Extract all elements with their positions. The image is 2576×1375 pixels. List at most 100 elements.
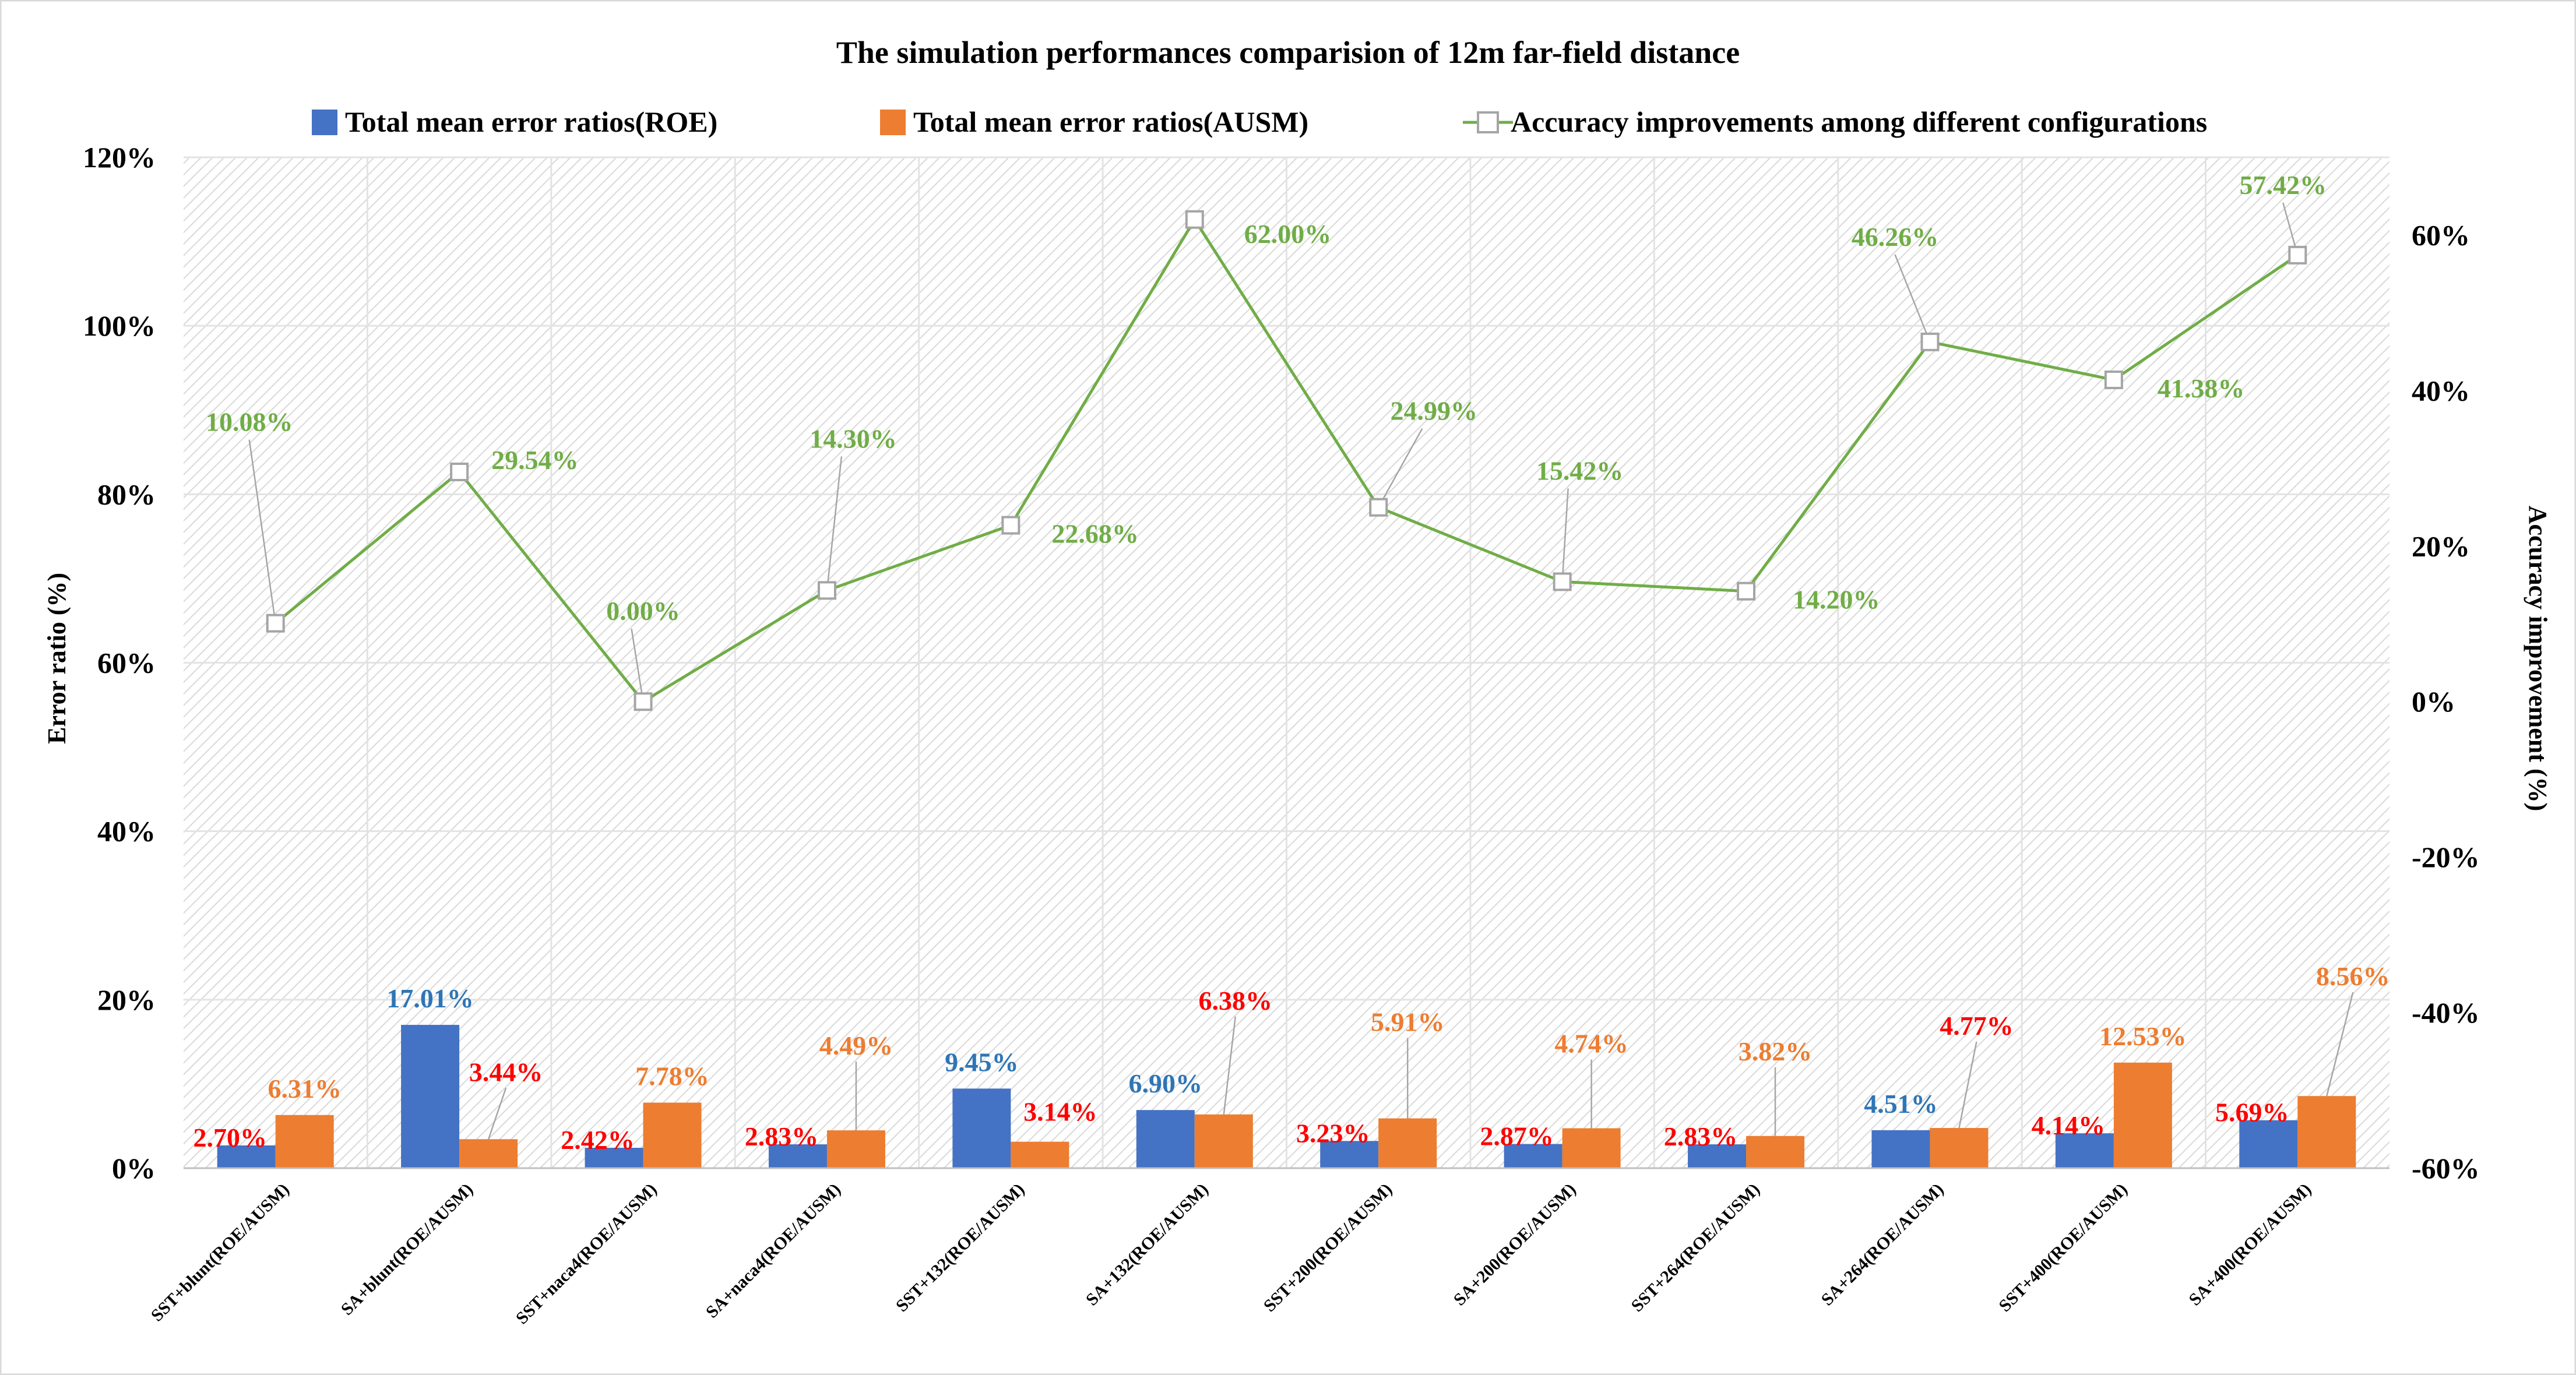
bar-roe [2239, 1120, 2298, 1168]
data-label-roe: 17.01% [386, 983, 474, 1013]
data-label-ausm: 3.82% [1739, 1036, 1813, 1066]
data-label-ausm: 3.44% [469, 1057, 543, 1087]
line-marker [817, 581, 836, 600]
data-label-roe: 2.70% [193, 1123, 267, 1152]
data-label-improvement: 14.20% [1793, 585, 1880, 615]
bar-ausm [1011, 1141, 1069, 1168]
leader-line [1561, 488, 1569, 582]
data-label-roe: 6.90% [1129, 1069, 1203, 1098]
bar-ausm [1746, 1136, 1805, 1168]
leader-line [826, 456, 843, 591]
bar-ausm [1378, 1118, 1437, 1168]
bar-ausm [1562, 1128, 1621, 1168]
data-label-roe: 2.87% [1480, 1122, 1554, 1151]
bar-roe [1688, 1144, 1747, 1168]
chart-title: The simulation performances comparision … [836, 35, 1740, 70]
leader-line [1378, 428, 1423, 508]
data-label-improvement: 14.30% [810, 424, 897, 453]
data-label-roe: 3.23% [1296, 1118, 1370, 1148]
bar-roe [768, 1144, 827, 1168]
data-labels: 2.70%6.31% 17.01% 3.44% 2.42% 7.78% 2.83% 4.49… [193, 170, 2390, 1155]
y-right-tick-label: -20% [2412, 841, 2480, 873]
data-label-ausm: 4.74% [1554, 1028, 1628, 1058]
data-label-improvement: 0.00% [606, 596, 680, 626]
bar-roe [585, 1148, 643, 1168]
bar-roe [401, 1025, 460, 1168]
bar-roe [1871, 1130, 1930, 1168]
y-axis-right-title: Accuracy improvement (%) [2524, 506, 2552, 812]
data-label-roe: 5.69% [2215, 1098, 2289, 1127]
leader-line [487, 1087, 507, 1140]
data-label-improvement: 22.68% [1051, 519, 1139, 549]
data-label-roe: 4.51% [1864, 1089, 1938, 1119]
y-right-tick-label: -60% [2412, 1152, 2480, 1184]
bar-roe [952, 1088, 1011, 1168]
y-left-tick-label: 20% [97, 983, 156, 1016]
data-label-improvement: 15.42% [1536, 456, 1624, 485]
gridlines [184, 156, 2390, 1168]
line-marker [1553, 572, 1572, 591]
right-axis-ticks: -60% -40% -20% 0% 20% 40% 60% [2412, 218, 2480, 1184]
data-label-improvement: 46.26% [1852, 222, 1939, 252]
data-label-ausm: 6.31% [268, 1074, 342, 1103]
data-label-ausm: 4.77% [1940, 1011, 2014, 1041]
leader-line [631, 629, 644, 702]
data-label-ausm: 4.49% [819, 1031, 893, 1060]
data-label-improvement: 24.99% [1390, 396, 1477, 426]
data-label-roe: 2.42% [561, 1125, 635, 1155]
leader-lines [248, 202, 2354, 1140]
bar-ausm [2113, 1062, 2172, 1168]
leader-line [1958, 1041, 1977, 1129]
y-axis-left-title: Error ratio (%) [43, 573, 71, 744]
leader-line [2326, 992, 2354, 1097]
data-label-improvement: 62.00% [1244, 219, 1332, 249]
data-label-ausm: 12.53% [2099, 1021, 2187, 1051]
data-label-roe: 2.83% [745, 1122, 819, 1151]
line-marker [1369, 498, 1388, 517]
y-right-tick-label: 20% [2412, 530, 2470, 562]
bar-roe [1504, 1144, 1563, 1168]
y-right-tick-label: -40% [2412, 996, 2480, 1029]
data-label-improvement: 10.08% [206, 407, 293, 437]
line-marker [1001, 516, 1020, 535]
improvement-line-path [275, 217, 2299, 704]
leader-line [248, 439, 276, 623]
data-label-roe: 4.14% [2032, 1110, 2106, 1140]
data-label-improvement: 29.54% [491, 445, 579, 475]
line-marker [266, 614, 285, 633]
data-label-improvement: 41.38% [2158, 373, 2245, 403]
bar-ausm [643, 1102, 702, 1168]
y-right-tick-label: 60% [2412, 218, 2470, 251]
data-label-ausm: 8.56% [2316, 961, 2390, 991]
legend-roe-label: Total mean error ratios(ROE) [345, 105, 717, 138]
line-marker [450, 462, 469, 481]
data-label-roe: 9.45% [945, 1047, 1019, 1077]
y-left-tick-label: 0% [112, 1152, 156, 1184]
bar-roe [1136, 1110, 1195, 1168]
data-label-ausm: 7.78% [635, 1062, 709, 1091]
legend-line-label: Accuracy improvements among different co… [1511, 105, 2207, 138]
leader-line [1223, 1016, 1237, 1115]
line-marker [2288, 245, 2307, 265]
y-left-tick-label: 120% [83, 141, 156, 174]
data-label-roe: 2.83% [1664, 1122, 1738, 1151]
y-right-tick-label: 40% [2412, 374, 2470, 407]
bar-roe [217, 1145, 276, 1168]
y-left-tick-label: 80% [97, 478, 156, 510]
y-left-tick-label: 40% [97, 815, 156, 848]
bar-ausm [459, 1139, 518, 1168]
improvement-line [266, 210, 2307, 711]
legend-ausm-swatch [880, 110, 906, 135]
y-left-tick-label: 100% [83, 309, 156, 342]
legend-ausm-label: Total mean error ratios(AUSM) [913, 105, 1308, 138]
data-label-improvement: 57.42% [2240, 170, 2327, 200]
data-label-ausm: 3.14% [1023, 1097, 1097, 1127]
data-label-ausm: 6.38% [1199, 986, 1273, 1016]
bar-ausm [826, 1130, 885, 1168]
line-marker [2104, 370, 2123, 389]
legend-roe-swatch [312, 110, 337, 135]
y-right-tick-label: 0% [2412, 685, 2455, 718]
leader-line [1894, 254, 1931, 343]
bar-ausm [275, 1115, 334, 1168]
